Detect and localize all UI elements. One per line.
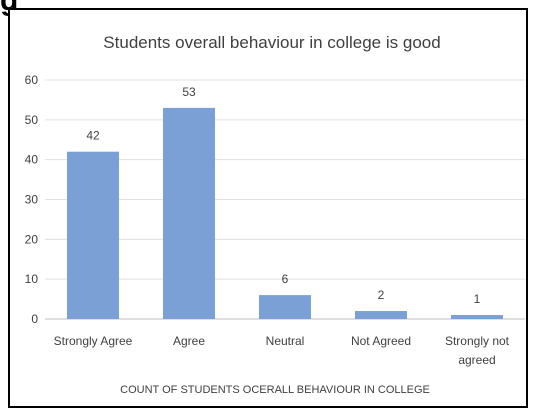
data-label: 1: [474, 292, 481, 306]
category-label: Not Agreed: [351, 334, 411, 348]
y-tick-label: 40: [25, 153, 39, 167]
data-label: 6: [282, 272, 289, 286]
y-axis-ticks: 0 10 20 30 40 50 60: [25, 73, 39, 326]
bar: [67, 151, 119, 319]
y-tick-label: 10: [25, 272, 39, 286]
category-label: Strongly Agree: [54, 334, 133, 348]
bar: [355, 311, 407, 319]
category-label: Agree: [173, 334, 205, 348]
bar: [163, 107, 215, 319]
bars: [67, 107, 503, 319]
bar: [259, 295, 311, 319]
data-label: 2: [378, 288, 385, 302]
y-tick-label: 50: [25, 113, 39, 127]
data-label: 42: [86, 129, 100, 143]
y-tick-label: 0: [31, 312, 38, 326]
category-label: Neutral: [266, 334, 305, 348]
y-tick-label: 20: [25, 232, 39, 246]
y-tick-label: 60: [25, 73, 39, 87]
category-labels: Strongly Agree Agree Neutral Not Agreed Stro…: [54, 334, 510, 367]
chart-title: Students overall behaviour in college is…: [103, 33, 440, 52]
gridlines: [45, 79, 525, 320]
data-label: 53: [182, 85, 196, 99]
y-tick-label: 30: [25, 193, 39, 207]
data-labels: 42 53 6 2 1: [86, 85, 480, 306]
bar: [451, 315, 503, 319]
category-label: Strongly not agreed: [445, 334, 510, 367]
x-axis-label: COUNT OF STUDENTS OCERALL BEHAVIOUR IN C…: [120, 384, 430, 396]
